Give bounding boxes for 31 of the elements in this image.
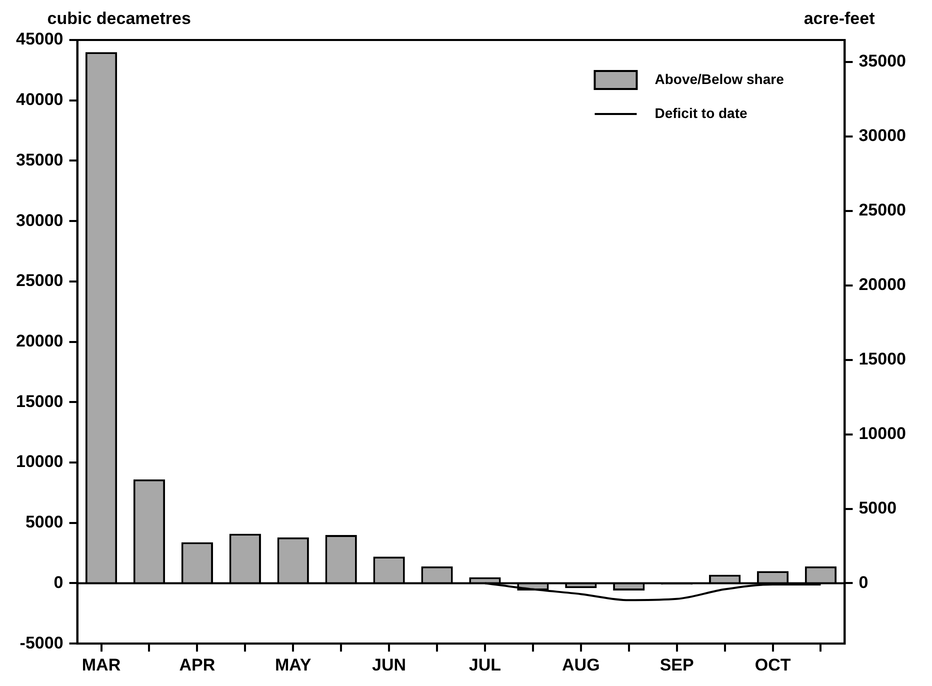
y2-tick-label: 0 <box>858 572 868 592</box>
y-tick-label: 10000 <box>16 452 64 472</box>
y2-tick-label: 20000 <box>858 275 906 294</box>
y2-tick-label: 10000 <box>858 424 906 444</box>
x-tick-label: JUN <box>372 655 406 674</box>
legend-label: Above/Below share <box>654 70 784 87</box>
y-tick-label: 15000 <box>16 392 64 411</box>
x-tick-label: SEP <box>660 655 694 674</box>
x-tick-label: AUG <box>562 655 600 674</box>
y-tick-label: 5000 <box>25 512 64 532</box>
y-tick-label: -5000 <box>20 633 64 652</box>
x-tick-label: MAR <box>82 655 121 674</box>
y2-tick-label: 25000 <box>858 200 906 220</box>
x-tick-label: OCT <box>754 655 792 674</box>
y2-tick-label: 35000 <box>858 52 906 71</box>
y-tick-label: 0 <box>54 572 64 592</box>
y-tick-label: 35000 <box>16 150 64 170</box>
x-tick-label: JUL <box>468 655 502 674</box>
y2-tick-label: 30000 <box>858 126 906 146</box>
y2-axis-title: acre-feet <box>804 9 876 28</box>
y-axis-title: cubic decametres <box>47 9 191 28</box>
y-tick-label: 25000 <box>16 271 64 290</box>
y2-tick-label: 15000 <box>858 350 906 369</box>
x-tick-label: MAY <box>275 655 312 674</box>
x-tick-label: APR <box>179 655 216 674</box>
y-tick-label: 30000 <box>16 210 64 230</box>
y2-tick-label: 5000 <box>858 498 897 518</box>
y-tick-label: 20000 <box>16 331 64 350</box>
y-tick-label: 45000 <box>16 30 64 49</box>
legend-label: Deficit to date <box>654 104 748 121</box>
y-tick-label: 40000 <box>16 90 64 110</box>
